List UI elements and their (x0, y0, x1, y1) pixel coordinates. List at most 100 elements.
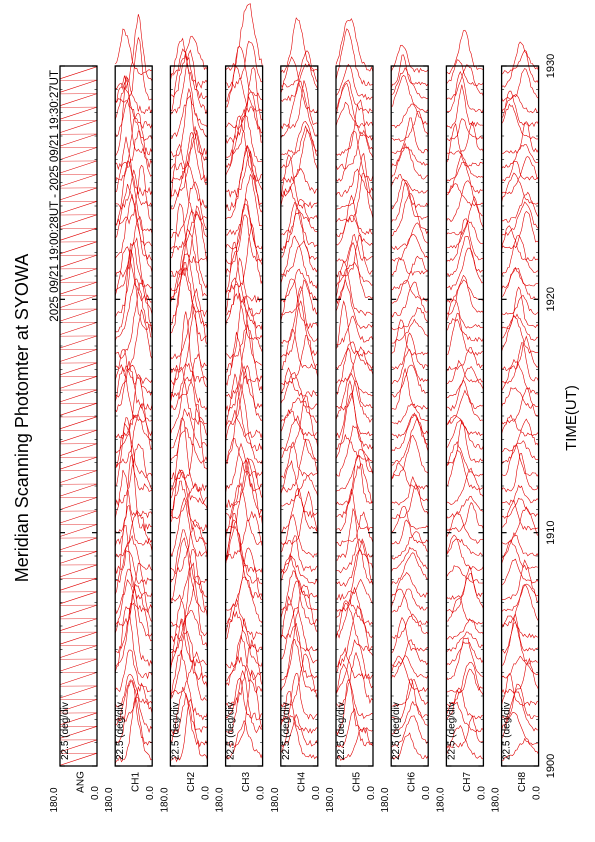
trace-ch4-17 (280, 487, 319, 534)
x-axis-label: TIME(UT) (563, 385, 580, 451)
trace-ch8-18 (501, 497, 539, 519)
trace-ch7-48 (446, 70, 484, 114)
trace-ch8-28 (501, 342, 539, 384)
trace-ch8-47 (501, 90, 539, 128)
trace-ch6-36 (390, 258, 429, 276)
trace-ang-45 (59, 147, 98, 160)
chart-title: Meridian Scanning Photomter at SYOWA (12, 254, 32, 582)
trace-ch7-29 (446, 346, 484, 372)
trace-ch3-24 (225, 373, 263, 439)
trace-ch1-45 (114, 75, 153, 157)
trace-ch3-34 (225, 241, 263, 303)
trace-ch7-18 (446, 495, 484, 519)
trace-ch7-28 (446, 359, 484, 384)
trace-ch5-26 (335, 380, 374, 411)
trace-ch1-19 (114, 443, 153, 507)
trace-ch4-22 (280, 414, 319, 462)
trace-ang-51 (59, 66, 98, 80)
trace-ch4-41 (280, 154, 319, 209)
trace-ch3-0 (225, 720, 263, 761)
trace-ch2-9 (170, 562, 208, 643)
trace-ch4-47 (280, 80, 318, 130)
trace-ch6-43 (390, 142, 429, 180)
trace-ch5-12 (335, 538, 374, 601)
trace-ch1-5 (114, 649, 153, 693)
trace-ch6-25 (391, 403, 429, 425)
trace-ch2-18 (170, 482, 208, 520)
trace-ch4-39 (280, 199, 318, 236)
trace-ch6-18 (390, 483, 429, 520)
panel-label-ch6: CH6 (407, 772, 418, 792)
trace-ch7-44 (446, 123, 484, 168)
trace-ch1-12 (114, 525, 153, 600)
trace-ch5-34 (335, 241, 374, 305)
trace-ch1-16 (114, 505, 153, 547)
trace-ch6-3 (390, 678, 429, 720)
trace-ch4-36 (280, 240, 319, 278)
trace-ch5-9 (335, 586, 374, 639)
trace-ch1-39 (115, 160, 153, 235)
trace-ch1-48 (114, 75, 153, 115)
trace-ang-9 (59, 631, 98, 645)
trace-ch5-29 (335, 341, 374, 370)
trace-ch8-48 (501, 94, 539, 114)
trace-ch1-40 (115, 164, 153, 225)
trace-ch3-22 (225, 383, 263, 465)
trace-ch5-7 (335, 604, 374, 668)
trace-ch1-18 (114, 469, 153, 519)
trace-ch7-27 (446, 365, 484, 398)
trace-ch8-19 (501, 484, 539, 506)
trace-ch3-29 (225, 295, 263, 373)
trace-ang-19 (59, 497, 98, 510)
panel-label-ch3: CH3 (241, 772, 252, 792)
trace-ch3-7 (225, 618, 263, 669)
trace-ch4-43 (280, 128, 319, 184)
trace-ch5-15 (335, 507, 374, 561)
trace-ch6-45 (391, 117, 429, 154)
trace-ch8-49 (501, 67, 539, 102)
trace-ang-24 (59, 429, 98, 443)
trace-ch7-38 (446, 219, 484, 249)
trace-ch4-26 (280, 372, 319, 410)
trace-ch6-26 (391, 367, 429, 410)
x-tick-label-1920: 1920 (545, 287, 557, 311)
trace-ch1-8 (115, 583, 153, 654)
trace-ch4-20 (280, 438, 319, 493)
trace-ch6-15 (390, 531, 429, 560)
trace-ch5-45 (335, 99, 374, 156)
trace-ch3-1 (225, 669, 263, 749)
trace-ch6-27 (391, 364, 429, 398)
trace-ch4-32 (280, 278, 319, 330)
trace-ch4-21 (280, 441, 318, 479)
trace-ch6-39 (391, 192, 429, 237)
y-tick-bottom-ch2: 0.0 (200, 786, 211, 800)
trace-ch5-22 (335, 433, 374, 463)
trace-ch8-37 (501, 225, 539, 261)
trace-ch2-21 (170, 403, 208, 481)
trace-ch4-12 (280, 553, 319, 599)
trace-ch8-8 (501, 613, 539, 654)
trace-ch1-7 (115, 602, 153, 667)
trace-ch3-19 (225, 458, 263, 509)
trace-ch5-21 (335, 425, 374, 477)
trace-ch6-29 (391, 332, 429, 370)
trace-ch6-24 (391, 414, 429, 439)
trace-ch8-21 (501, 445, 539, 477)
trace-ch5-48 (335, 79, 374, 114)
trace-ch3-47 (225, 67, 263, 131)
trace-ch8-10 (501, 584, 539, 627)
trace-ch3-18 (225, 459, 263, 520)
trace-ch8-31 (501, 313, 539, 341)
trace-ang-39 (59, 227, 98, 241)
trace-ch6-48 (391, 75, 429, 113)
trace-ch7-6 (446, 637, 484, 681)
trace-ch1-9 (114, 568, 153, 637)
trace-ang-5 (59, 685, 98, 699)
y-tick-bottom-ch5: 0.0 (366, 786, 377, 800)
trace-ang-0 (59, 752, 98, 766)
trace-ch8-7 (501, 622, 539, 667)
trace-ch5-35 (335, 261, 374, 288)
trace-ang-41 (59, 201, 98, 214)
trace-ch4-1 (280, 713, 319, 747)
